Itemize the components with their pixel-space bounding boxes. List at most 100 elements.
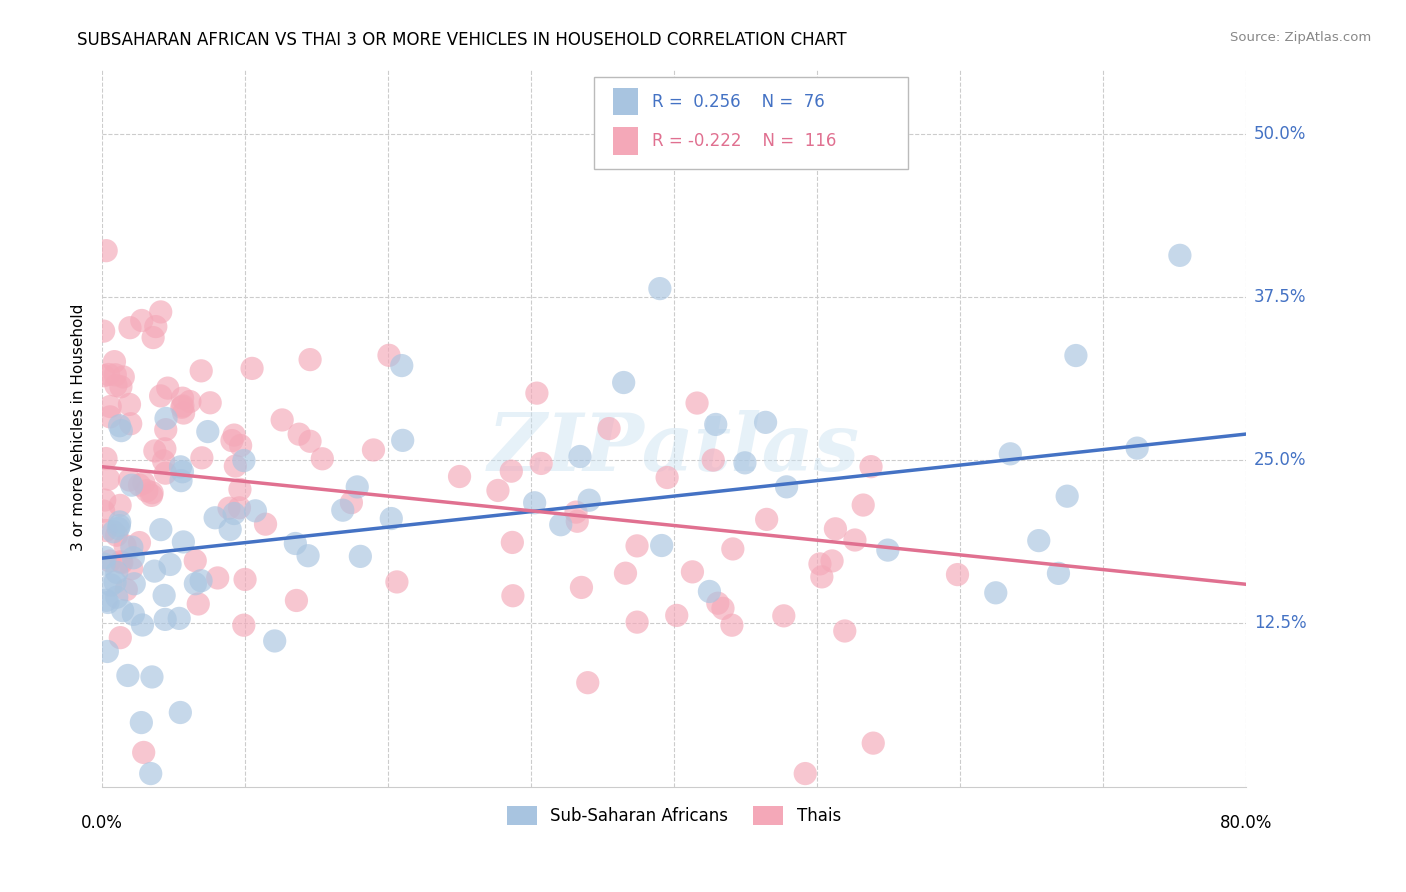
Point	[821, 554, 844, 568]
Point	[686, 396, 709, 410]
Point	[122, 550, 145, 565]
Point	[811, 570, 834, 584]
Point	[115, 582, 138, 597]
Point	[808, 557, 831, 571]
Point	[1000, 447, 1022, 461]
Bar	[613, 88, 638, 115]
Point	[844, 533, 866, 547]
Point	[862, 736, 884, 750]
Point	[486, 483, 509, 498]
Point	[707, 596, 730, 610]
Point	[110, 424, 132, 438]
Point	[96, 244, 118, 258]
Point	[167, 611, 190, 625]
Point	[152, 454, 174, 468]
Point	[190, 364, 212, 378]
Point	[232, 453, 254, 467]
Point	[449, 469, 471, 483]
Text: 80.0%: 80.0%	[1219, 814, 1272, 832]
Point	[772, 608, 794, 623]
Point	[139, 766, 162, 780]
Point	[297, 549, 319, 563]
Point	[98, 409, 121, 424]
Point	[118, 320, 141, 334]
Point	[94, 550, 117, 565]
Point	[699, 584, 721, 599]
Point	[184, 576, 207, 591]
Point	[128, 535, 150, 549]
Point	[240, 361, 263, 376]
Point	[794, 766, 817, 780]
Point	[94, 451, 117, 466]
Point	[94, 524, 117, 538]
Point	[221, 434, 243, 448]
Point	[149, 389, 172, 403]
Point	[655, 470, 678, 484]
Point	[734, 456, 756, 470]
Point	[110, 555, 132, 569]
Y-axis label: 3 or more Vehicles in Household: 3 or more Vehicles in Household	[72, 304, 86, 551]
Point	[526, 386, 548, 401]
Point	[128, 478, 150, 492]
Point	[142, 330, 165, 344]
Point	[105, 528, 128, 542]
Point	[121, 540, 143, 554]
Point	[111, 604, 134, 618]
Point	[681, 565, 703, 579]
Point	[721, 541, 744, 556]
Point	[118, 397, 141, 411]
Point	[105, 566, 128, 580]
Point	[501, 535, 523, 549]
Point	[224, 428, 246, 442]
Point	[391, 359, 413, 373]
Point	[233, 573, 256, 587]
Point	[149, 305, 172, 319]
Point	[704, 417, 727, 432]
Point	[122, 607, 145, 622]
Point	[108, 515, 131, 529]
Point	[946, 567, 969, 582]
Point	[93, 368, 115, 383]
Point	[145, 319, 167, 334]
Point	[651, 539, 673, 553]
Point	[340, 495, 363, 509]
Point	[121, 478, 143, 492]
Point	[93, 557, 115, 571]
Point	[103, 354, 125, 368]
Point	[391, 434, 413, 448]
Point	[122, 576, 145, 591]
Point	[207, 571, 229, 585]
Point	[530, 457, 553, 471]
Point	[229, 483, 252, 497]
Point	[187, 597, 209, 611]
Point	[108, 418, 131, 433]
Point	[104, 575, 127, 590]
Point	[578, 493, 600, 508]
Point	[114, 539, 136, 553]
Point	[131, 618, 153, 632]
Point	[155, 466, 177, 480]
Text: 25.0%: 25.0%	[1254, 451, 1306, 469]
Point	[97, 595, 120, 609]
Point	[665, 608, 688, 623]
Point	[172, 391, 194, 405]
Point	[626, 615, 648, 629]
Point	[232, 618, 254, 632]
Point	[614, 566, 637, 581]
Point	[110, 380, 132, 394]
Point	[332, 503, 354, 517]
Point	[219, 523, 242, 537]
Point	[107, 521, 129, 535]
Point	[143, 564, 166, 578]
Point	[96, 644, 118, 658]
Point	[141, 485, 163, 500]
Text: SUBSAHARAN AFRICAN VS THAI 3 OR MORE VEHICLES IN HOUSEHOLD CORRELATION CHART: SUBSAHARAN AFRICAN VS THAI 3 OR MORE VEH…	[77, 31, 846, 49]
Point	[97, 368, 120, 382]
Point	[298, 434, 321, 449]
Point	[120, 417, 142, 431]
Point	[571, 581, 593, 595]
Point	[104, 378, 127, 392]
Point	[245, 504, 267, 518]
Point	[378, 348, 401, 362]
Point	[96, 593, 118, 607]
